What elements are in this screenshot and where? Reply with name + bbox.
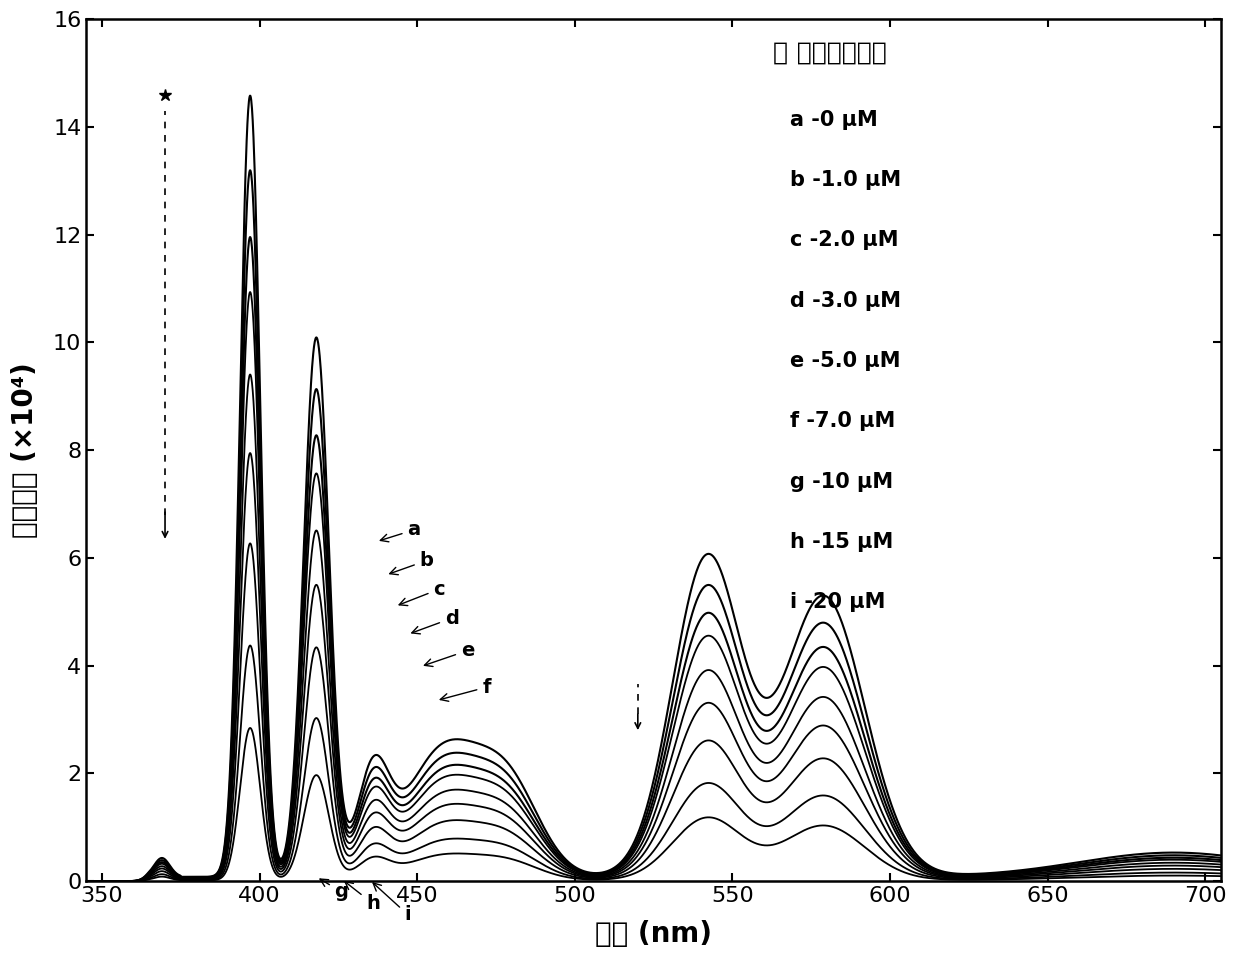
Text: b -1.0 μM: b -1.0 μM [790,170,901,190]
Text: d -3.0 μM: d -3.0 μM [790,291,900,311]
Text: h: h [345,881,379,913]
Text: d: d [412,609,459,634]
Y-axis label: 荧光强度 (×10⁴): 荧光强度 (×10⁴) [11,363,40,538]
Text: g: g [320,879,348,901]
Text: f: f [440,678,491,701]
Text: i -20 μM: i -20 μM [790,593,885,613]
Text: c: c [399,579,445,605]
Text: b: b [389,551,434,574]
Text: e: e [424,641,475,667]
Text: f -7.0 μM: f -7.0 μM [790,411,895,432]
X-axis label: 波长 (nm): 波长 (nm) [595,920,712,947]
Text: e -5.0 μM: e -5.0 μM [790,351,900,371]
Text: g -10 μM: g -10 μM [790,472,893,492]
Text: c -2.0 μM: c -2.0 μM [790,230,898,250]
Text: i: i [373,883,410,924]
Text: a -0 μM: a -0 μM [790,109,878,129]
Text: 牛 血清蛋白浓度: 牛 血清蛋白浓度 [773,40,887,64]
Text: a: a [381,521,420,542]
Text: h -15 μM: h -15 μM [790,532,893,552]
